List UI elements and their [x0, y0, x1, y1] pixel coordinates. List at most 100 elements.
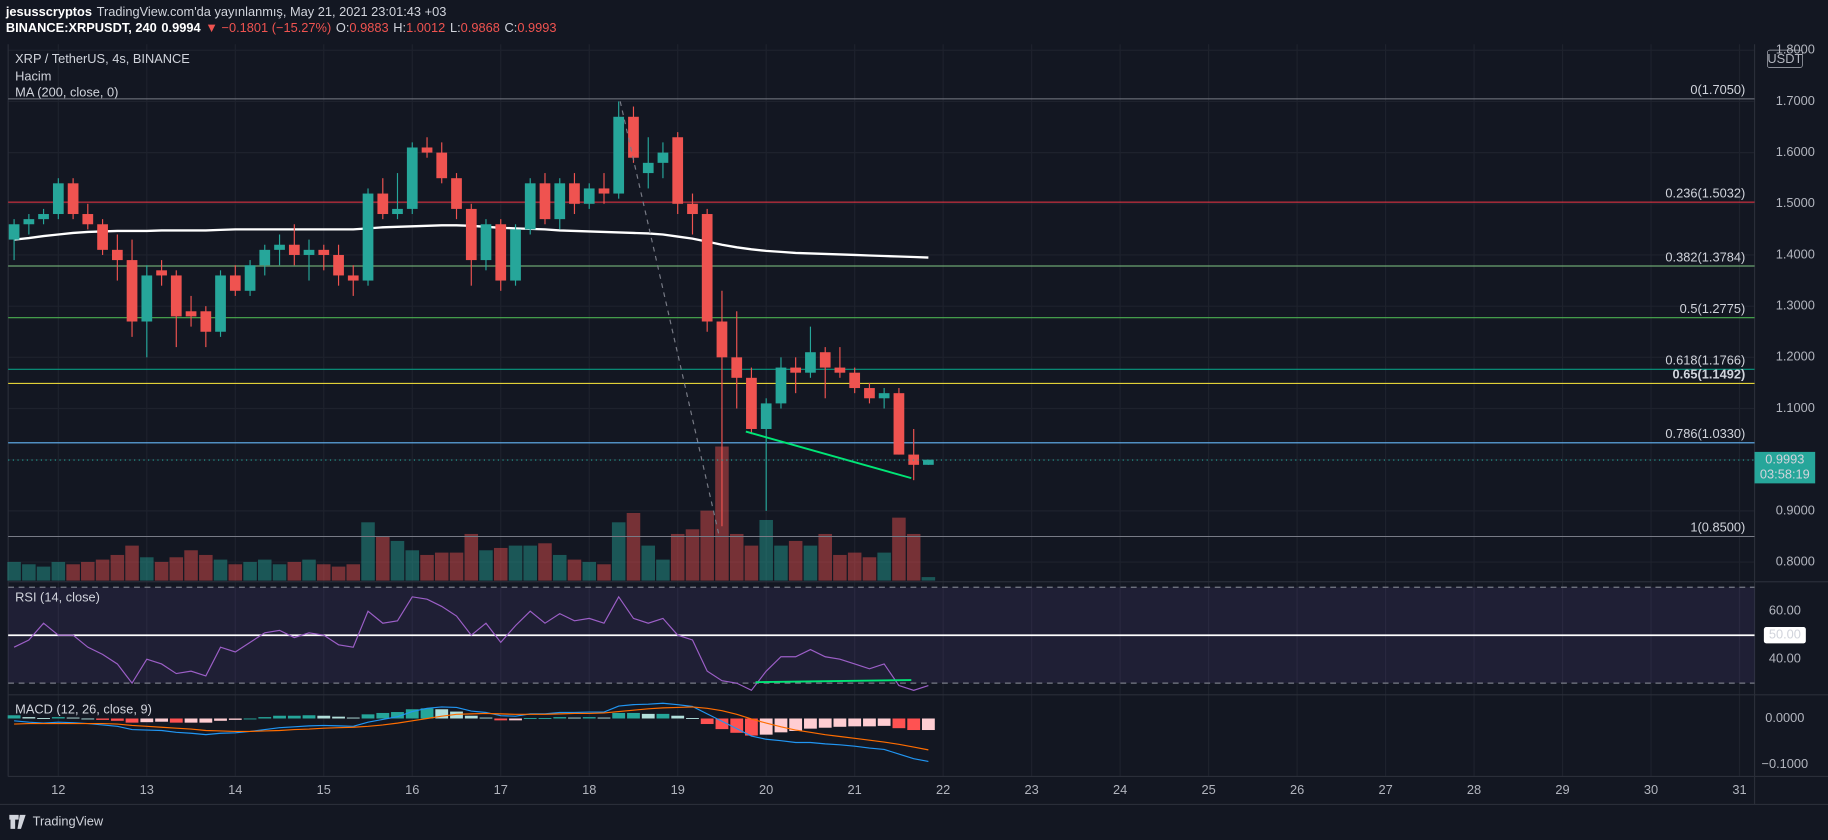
- volume-bar: [788, 540, 803, 581]
- volume-bar: [670, 533, 685, 581]
- candle-body: [878, 393, 890, 399]
- macd-hist-bar: [258, 717, 272, 719]
- candle-body: [215, 275, 226, 332]
- macd-tick-label: 0.0000: [1765, 710, 1804, 725]
- macd-hist-bar: [553, 717, 567, 719]
- macd-hist-bar: [863, 718, 876, 727]
- volume-bar: [405, 550, 420, 581]
- candle-body: [451, 178, 462, 209]
- volume-bar: [81, 561, 95, 581]
- fib-label: 0.786(1.0330): [1665, 426, 1745, 441]
- candle-body: [274, 244, 285, 250]
- published: TradingView.com'da yayınlanmış, May 21, …: [97, 4, 447, 19]
- x-tick-label: 30: [1644, 782, 1658, 797]
- volume-bar: [213, 559, 228, 581]
- ohlc-label: C:: [505, 21, 518, 36]
- candle-body: [259, 249, 271, 266]
- volume-bar: [169, 557, 184, 581]
- x-tick-label: 19: [671, 782, 685, 797]
- candle-body: [52, 183, 64, 215]
- macd-hist-bar: [81, 718, 95, 720]
- macd-hist-bar: [140, 718, 154, 723]
- candle-body: [716, 321, 728, 358]
- volume-bar: [597, 564, 611, 581]
- volume-bar: [7, 561, 21, 581]
- rsi-trend-line: [755, 679, 912, 684]
- volume-bar: [567, 559, 582, 581]
- macd-hist-bar: [391, 712, 404, 719]
- candle-body: [805, 352, 816, 373]
- x-tick-label: 29: [1555, 782, 1569, 797]
- x-tick-label: 16: [405, 782, 419, 797]
- candle-body: [583, 188, 595, 204]
- macd-hist-bar: [641, 713, 655, 719]
- macd-hist-bar: [907, 718, 921, 731]
- fib-label: 0(1.7050): [1690, 82, 1745, 97]
- macd-hist-bar: [96, 718, 109, 720]
- candle-body: [362, 193, 374, 281]
- candle-body: [554, 183, 566, 220]
- candle-body: [819, 352, 831, 368]
- volume-bar: [140, 557, 154, 581]
- candle-body: [200, 311, 212, 332]
- candle-body: [539, 183, 551, 220]
- candle-body: [569, 183, 580, 204]
- volume-bar: [66, 564, 80, 581]
- macd-hist-bar: [715, 718, 729, 730]
- candle-body: [657, 152, 669, 163]
- brand: TradingView: [33, 813, 104, 828]
- volume-bar: [641, 545, 656, 581]
- logo: [9, 814, 26, 829]
- change: ▼ −0.1801 (−15.27%): [205, 21, 331, 36]
- volume-bar: [22, 564, 36, 581]
- volume-bar: [184, 550, 198, 581]
- macd-hist-bar: [184, 718, 198, 723]
- ohlc-label: H:: [393, 21, 406, 36]
- pane-title: XRP / TetherUS, 4s, BINANCE: [15, 51, 190, 66]
- candle-body: [111, 249, 123, 261]
- volume-bar: [847, 552, 862, 581]
- macd-hist-bar: [671, 715, 685, 719]
- volume-bar: [154, 561, 169, 581]
- volume-bar: [479, 550, 493, 581]
- fib-label: 0.382(1.3784): [1665, 249, 1745, 264]
- macd-hist-bar: [66, 717, 80, 719]
- volume-bar: [656, 559, 670, 581]
- candle-body: [141, 275, 153, 322]
- candle-body: [834, 367, 846, 373]
- fib-label: 0.5(1.2775): [1680, 301, 1746, 316]
- macd-hist-bar: [110, 718, 124, 721]
- macd-hist-bar: [789, 718, 803, 731]
- candle-body: [790, 367, 802, 373]
- candle-body: [38, 214, 49, 220]
- macd-hist-bar: [597, 717, 611, 719]
- last: 0.9994: [161, 21, 201, 36]
- volume-bar: [493, 547, 508, 581]
- y-tick-label: 1.3000: [1776, 298, 1815, 313]
- volume-bar: [243, 561, 257, 581]
- x-tick-label: 18: [582, 782, 596, 797]
- candle-body: [392, 208, 403, 215]
- candle-body: [613, 116, 625, 194]
- macd-hist-bar: [627, 712, 640, 719]
- macd-hist-bar: [405, 709, 419, 719]
- macd-hist-bar: [479, 717, 493, 719]
- volume-bar: [803, 545, 818, 581]
- candle-body: [701, 214, 713, 322]
- ohlc-label: O:: [336, 21, 350, 36]
- candle-body: [775, 367, 787, 404]
- volume-bar: [892, 517, 906, 581]
- candle-body: [731, 357, 743, 378]
- volume-bar: [774, 545, 788, 581]
- macd-hist-bar: [509, 718, 522, 721]
- candle-body: [229, 275, 241, 291]
- rsi-tick-label: 40.00: [1769, 651, 1801, 666]
- macd-hist-bar: [612, 712, 626, 719]
- macd-hist-bar: [273, 715, 286, 719]
- candle-body: [923, 459, 934, 465]
- candle-body: [465, 208, 477, 261]
- macd-legend: MACD (12, 26, close, 9): [15, 701, 152, 716]
- x-tick-label: 17: [494, 782, 508, 797]
- candle-body: [746, 377, 757, 429]
